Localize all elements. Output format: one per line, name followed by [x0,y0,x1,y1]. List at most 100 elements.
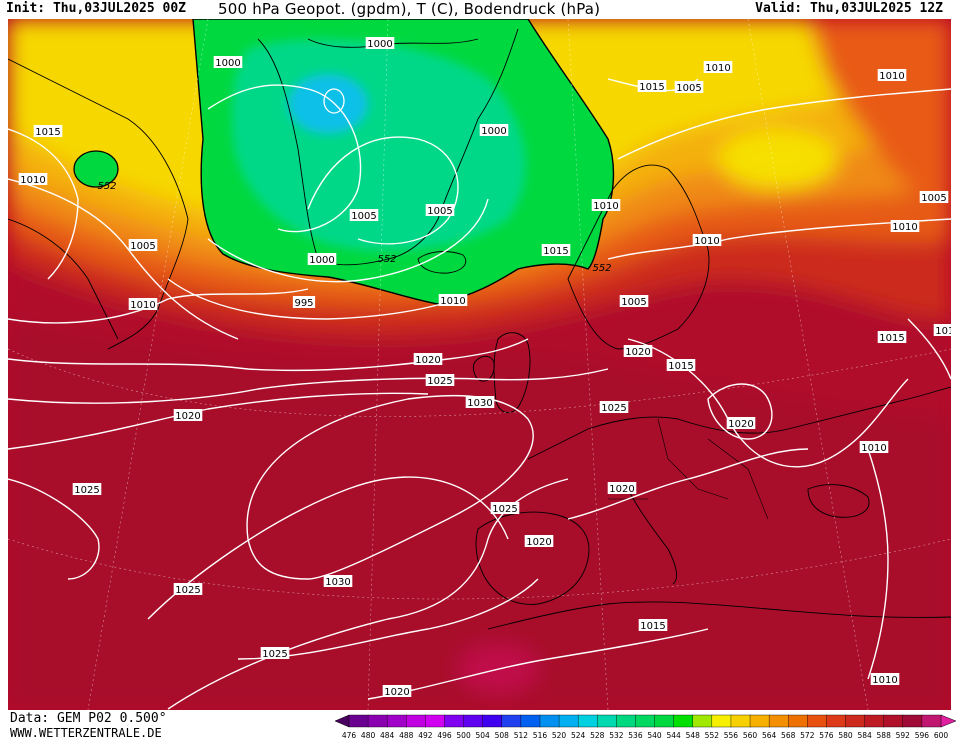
isobar-label-box [349,209,379,221]
chart-header: Init: Thu,03JUL2025 00Z 500 hPa Geopot. … [0,0,959,18]
isobar-label-box [638,619,668,631]
colorbar-swatch [520,714,541,728]
isobar-label-box [213,56,243,68]
colorbar-swatch [654,714,675,728]
isobar-label-text: 1005 [676,83,701,94]
colorbar-swatch [730,714,751,728]
isobar-label-text: 1010 [694,236,719,247]
isobar-label: 1005 [919,191,949,204]
isobar-label-box [666,359,696,371]
isobar-label: 1000 [213,56,243,69]
colorbar-swatch [425,714,446,728]
isobar-label: 1010 [438,294,468,307]
colorbar-tick-label: 580 [838,731,853,740]
isobar-label-text: 1000 [215,58,240,69]
colorbar-swatch [692,714,713,728]
isobar-label-box [173,409,203,421]
isobar-label-box [479,124,509,136]
isobar-label: 1025 [490,502,520,515]
isobar-label-text: 1025 [601,403,626,414]
isobar-label-text: 1000 [481,126,506,137]
colorbar-tick-label: 584 [857,731,872,740]
isobar-label-box [292,296,316,308]
isobar-label-text: 1015 [640,621,665,632]
colorbar-swatch [749,714,770,728]
geopotential-label: 552 [97,181,116,192]
colorbar-tick-label: 480 [361,731,376,740]
colorbar-tick-label: 588 [877,731,892,740]
isobar-label-text: 1010 [861,443,886,454]
isobar-label-box [425,204,455,216]
isobar-label-text: 1025 [492,504,517,515]
isobar-label-text: 1010 [440,296,465,307]
isobar-label: 1015 [638,619,668,632]
colorbar-swatch [482,714,503,728]
isobar-label: 1020 [413,353,443,366]
isobar-label-box [599,401,629,413]
isobar-label: 1025 [425,374,455,387]
isobar-label-box [465,396,495,408]
isobar-label-box [637,80,667,92]
isobar-label: 1015 [541,244,571,257]
colorbar-swatch [711,714,732,728]
isobar-label-text: 1025 [427,376,452,387]
isobar-label: 1000 [479,124,509,137]
geopotential-labels: 552 552 552 [97,181,611,274]
isobar-label-box [919,191,949,203]
isobar-label-text: 1020 [625,347,650,358]
colorbar-swatch [807,714,828,728]
isobar-label-text: 1010 [20,175,45,186]
isobar-label-box [877,69,907,81]
isobar-label: 1015 [33,125,63,138]
isobar-label-box [692,234,722,246]
isobar-label-box [323,575,353,587]
colorbar-tick-label: 508 [495,731,510,740]
colorbar-tick-label: 552 [705,731,720,740]
isobar-label: 1020 [607,482,637,495]
colorbar-arrow-left [335,714,350,728]
isobar-label: 1025 [599,401,629,414]
isobar-label-box [870,673,900,685]
isobar-label: 1020 [623,345,653,358]
colorbar-swatch [673,714,694,728]
isobar-label: 1010 [692,234,722,247]
colorbar-tick-label: 528 [590,731,605,740]
color-scale-legend: 476 480 484 488 492 496 500 504 508 512 516 520 524 5… [335,714,957,740]
isobar-label-text: 1005 [351,211,376,222]
colorbar-tick-label: 520 [552,731,567,740]
isobars [8,78,951,710]
isobar-label-box [607,482,637,494]
isobar-label: 1005 [349,209,379,222]
colorbar-swatch [386,714,407,728]
isobar-label-text: 1015 [879,333,904,344]
isobar-label: 1020 [524,535,554,548]
isobar-label-text: 1010 [879,71,904,82]
isobar-label-box [72,483,102,495]
isobar-label: 1025 [72,483,102,496]
colorbar-swatch [616,714,637,728]
valid-time: Valid: Thu,03JUL2025 12Z [755,1,943,16]
geopotential-label: 552 [592,263,611,274]
colorbar-tick-label: 564 [762,731,777,740]
isobar-label-text: 1005 [621,297,646,308]
isobar-label-box [413,353,443,365]
isobar-label-box [623,345,653,357]
isobar-label: 1015 [877,331,907,344]
isobar-label-box [490,502,520,514]
colorbar-swatch [788,714,809,728]
isobar-label-box [425,374,455,386]
colorbar-tick-label: 488 [399,731,414,740]
colorbar-tick-label: 492 [418,731,433,740]
isobar-label: 1000 [307,253,337,266]
isobar-label-text: 1020 [175,411,200,422]
isobar-label-box [260,647,290,659]
isobar-label: 1015 [666,359,696,372]
isobar-label: 1010 [703,61,733,74]
colorbar-swatch [501,714,522,728]
isobar-label-text: 995 [294,298,313,309]
chart-footer: Data: GEM P02 0.500° WWW.WETTERZENTRALE.… [0,711,959,741]
colorbar-swatch [444,714,465,728]
isobar-label-text: 1005 [427,206,452,217]
isobar-label-text: 1010 [892,222,917,233]
colorbar-swatch [597,714,618,728]
